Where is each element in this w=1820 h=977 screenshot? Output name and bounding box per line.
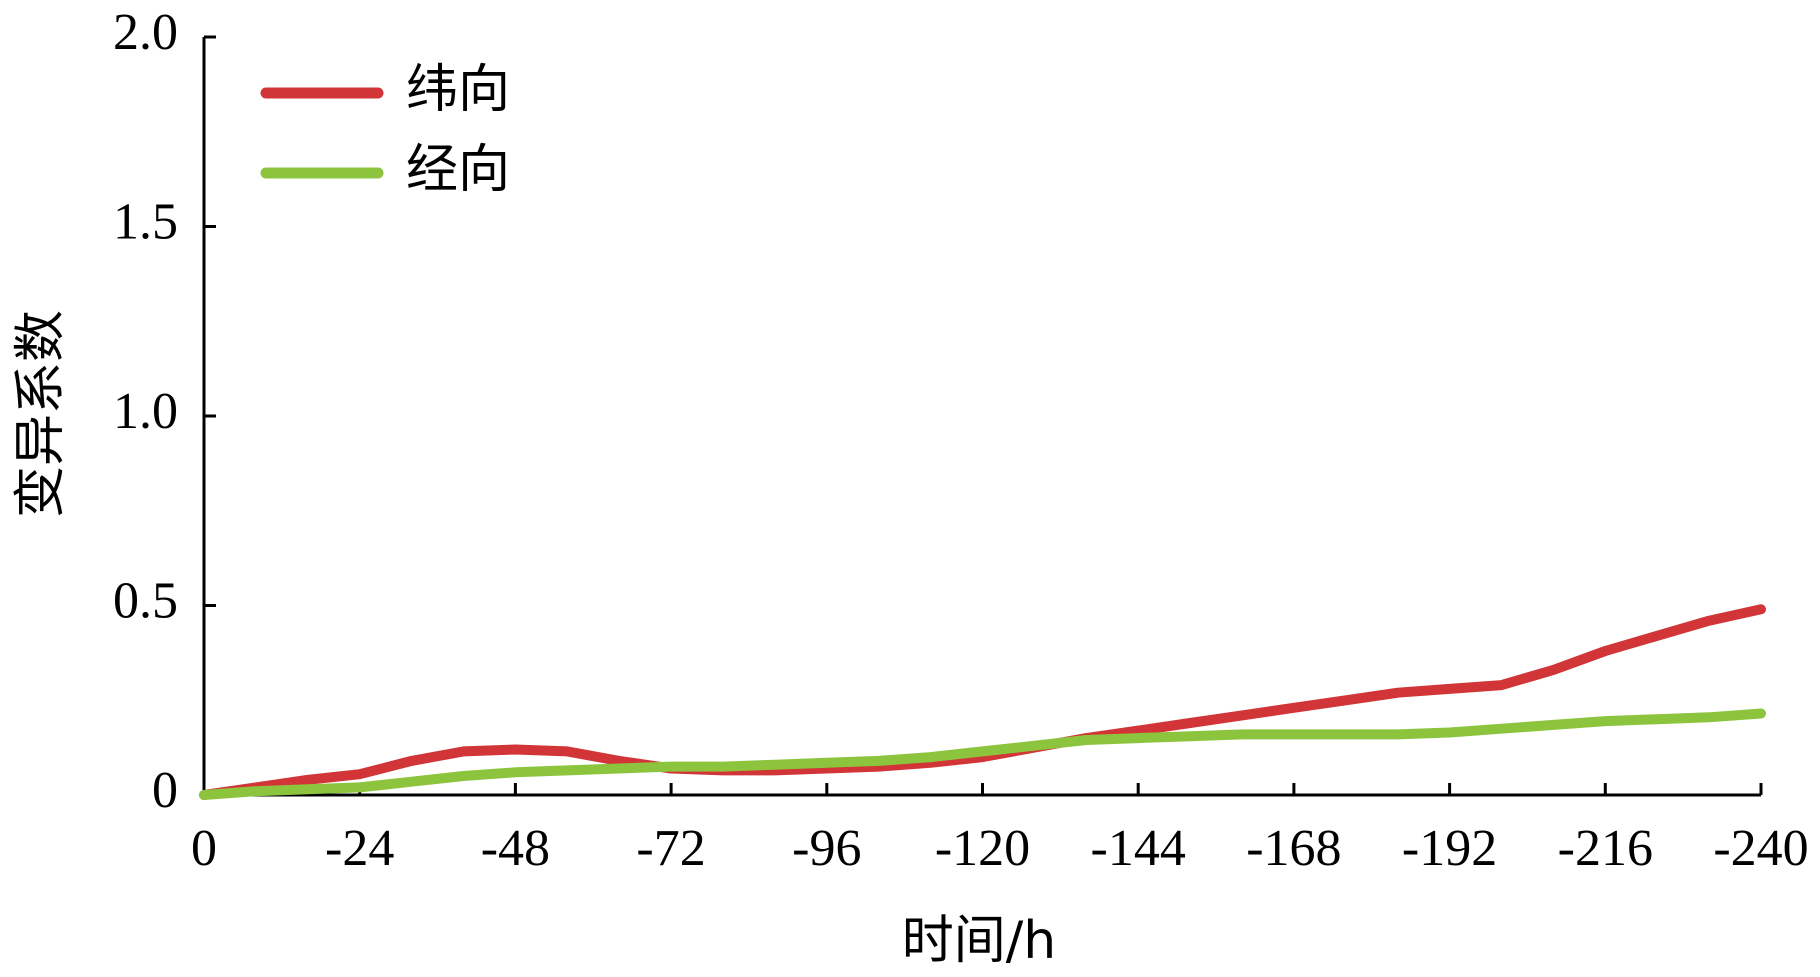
x-tick-label: -24: [325, 820, 394, 877]
x-tick-label: -216: [1558, 820, 1653, 877]
y-tick-label: 1.0: [113, 383, 178, 440]
x-tick-label: -48: [481, 820, 550, 877]
y-tick-label: 1.5: [113, 193, 178, 250]
x-tick-label: -72: [636, 820, 705, 877]
series-line: [199, 708, 1766, 800]
y-tick-label: 0: [152, 762, 178, 819]
x-tick-label: -144: [1091, 820, 1186, 877]
y-tick-label: 0.5: [113, 572, 178, 629]
x-tick-label: -120: [935, 820, 1030, 877]
series-line: [199, 604, 1766, 800]
y-tick-label: 2.0: [113, 4, 178, 61]
x-tick-label: -240: [1713, 820, 1808, 877]
y-axis-label: 变异系数: [11, 310, 71, 518]
legend-label: 经向: [406, 140, 510, 200]
x-tick-label: -192: [1402, 820, 1497, 877]
x-tick-label: -96: [792, 820, 861, 877]
legend-label: 纬向: [406, 60, 510, 120]
x-axis-label: 时间/h: [902, 911, 1056, 971]
x-tick-label: 0: [191, 820, 217, 877]
x-tick-label: -168: [1246, 820, 1341, 877]
